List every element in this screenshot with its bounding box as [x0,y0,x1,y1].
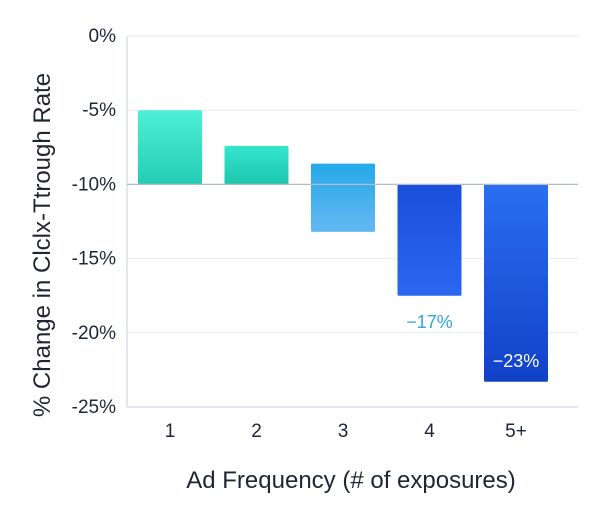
y-tick-label: 0% [89,26,117,47]
x-axis-title: Ad Frequency (# of exposures) [186,467,516,494]
y-tick-label: -15% [72,249,116,270]
bar-4 [397,184,462,296]
bars [138,110,548,382]
y-tick-label: -25% [72,397,116,418]
data-label-5plus: −23% [493,351,540,371]
bar-1 [138,110,202,185]
y-tick-label: -5% [82,100,116,121]
y-axis-title: % Change in Clclx-Ttrough Rate [29,73,56,417]
y-tick-label: -20% [72,323,116,344]
y-tick-label: -10% [72,174,116,195]
x-tick-label: 1 [165,421,176,442]
tick-labels: 0% -5% -10% -15% -20% -25% 1 2 3 4 5+ [72,26,527,442]
x-tick-label: 2 [251,421,262,442]
x-tick-label: 5+ [505,421,527,442]
data-label-4: −17% [406,312,453,332]
data-labels: −17% −23% [406,312,539,371]
x-tick-label: 3 [338,421,349,442]
bar-5plus [484,184,548,382]
bar-2 [224,145,289,185]
axes [126,36,578,407]
x-tick-label: 4 [424,421,435,442]
bar-3 [311,163,375,232]
